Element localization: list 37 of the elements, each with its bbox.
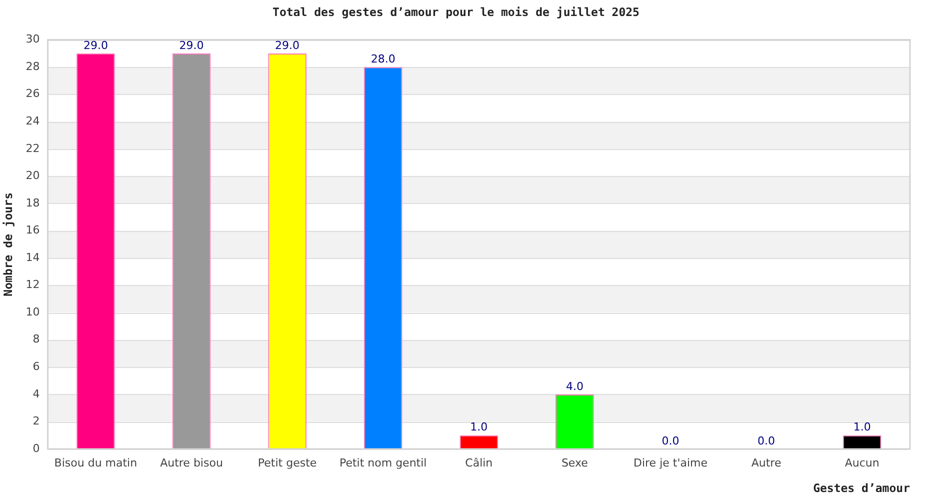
y-tick-label: 0 bbox=[32, 442, 40, 455]
x-tick-label: Petit geste bbox=[258, 456, 317, 470]
y-tick-label: 28 bbox=[26, 60, 40, 73]
x-tick-label: Petit nom gentil bbox=[339, 456, 427, 470]
x-tick-label: Aucun bbox=[844, 456, 880, 470]
y-tick-label: 4 bbox=[32, 387, 40, 400]
data-label: 1.0 bbox=[470, 420, 488, 434]
data-label: 29.0 bbox=[275, 38, 300, 52]
data-label: 1.0 bbox=[853, 420, 871, 434]
x-tick-label: Sexe bbox=[561, 456, 588, 470]
chart-title: Total des gestes d’amour pour le mois de juillet 2025 bbox=[272, 4, 640, 19]
x-tick-label: Bisou du matin bbox=[54, 456, 138, 470]
x-tick-label: Câlin bbox=[465, 456, 493, 470]
y-tick-label: 18 bbox=[26, 196, 40, 210]
x-tick-label: Dire je t'aime bbox=[633, 456, 708, 470]
x-axis-title: Gestes d’amour bbox=[813, 481, 910, 496]
y-tick-label: 12 bbox=[26, 278, 40, 292]
data-label: 0.0 bbox=[662, 434, 680, 448]
data-label: 28.0 bbox=[370, 52, 396, 66]
x-tick-label: Autre bbox=[751, 456, 782, 470]
y-tick-label: 2 bbox=[32, 414, 40, 428]
y-tick-label: 30 bbox=[26, 32, 40, 46]
y-tick-label: 26 bbox=[26, 87, 40, 100]
data-label: 4.0 bbox=[566, 380, 584, 393]
y-tick-label: 8 bbox=[32, 332, 40, 346]
y-tick-label: 16 bbox=[26, 224, 40, 237]
x-tick-label: Autre bisou bbox=[160, 456, 223, 470]
y-tick-label: 24 bbox=[26, 114, 40, 128]
y-tick-label: 20 bbox=[26, 169, 40, 182]
data-label: 29.0 bbox=[83, 38, 108, 52]
y-tick-label: 10 bbox=[26, 305, 40, 318]
y-tick-label: 6 bbox=[32, 360, 40, 374]
y-tick-label: 14 bbox=[26, 250, 40, 264]
y-axis-title: Nombre de jours bbox=[0, 192, 15, 296]
data-label: 29.0 bbox=[179, 38, 204, 52]
y-tick-label: 22 bbox=[26, 142, 40, 155]
data-label: 0.0 bbox=[758, 434, 776, 448]
